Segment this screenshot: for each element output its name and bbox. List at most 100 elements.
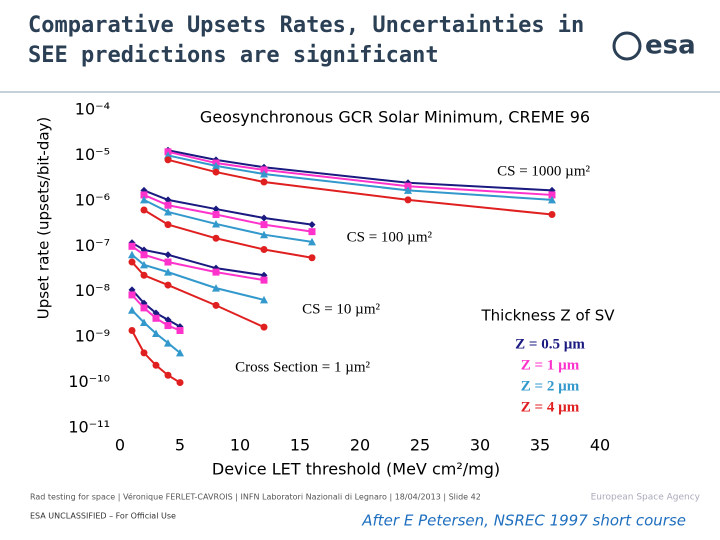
agency: European Space Agency bbox=[591, 493, 701, 503]
marker bbox=[140, 195, 148, 204]
legend-entry: Z = 0.5 µm bbox=[515, 336, 585, 352]
marker bbox=[152, 314, 160, 322]
marker bbox=[212, 168, 220, 176]
marker bbox=[164, 156, 172, 164]
marker bbox=[260, 323, 268, 331]
y-tick-label: 10⁻¹¹ bbox=[68, 418, 110, 437]
marker bbox=[164, 371, 172, 379]
marker bbox=[164, 221, 172, 229]
marker bbox=[212, 234, 220, 242]
marker bbox=[260, 276, 268, 284]
credit: After E Petersen, NSREC 1997 short cours… bbox=[361, 512, 686, 530]
marker bbox=[548, 211, 556, 219]
x-tick-label: 10 bbox=[230, 436, 250, 455]
marker bbox=[260, 230, 268, 239]
legend-entry: Z = 2 µm bbox=[521, 378, 580, 394]
marker bbox=[212, 301, 220, 309]
marker bbox=[260, 221, 268, 229]
marker bbox=[548, 191, 556, 199]
y-axis-label: Upset rate (upsets/bit-day) bbox=[35, 117, 53, 320]
x-tick-label: 30 bbox=[470, 436, 490, 455]
x-tick-label: 20 bbox=[350, 436, 370, 455]
marker bbox=[152, 361, 160, 369]
y-tick-label: 10⁻⁶ bbox=[75, 190, 110, 209]
legend-entry: Z = 1 µm bbox=[521, 357, 580, 373]
marker bbox=[176, 327, 184, 335]
marker bbox=[152, 309, 160, 317]
x-tick-label: 0 bbox=[115, 436, 125, 455]
annotation: CS = 10 µm² bbox=[302, 301, 380, 317]
x-axis-label: Device LET threshold (MeV cm²/mg) bbox=[212, 460, 500, 479]
marker bbox=[140, 318, 148, 327]
x-tick-label: 15 bbox=[290, 436, 310, 455]
marker bbox=[164, 258, 172, 266]
marker bbox=[404, 186, 412, 194]
marker bbox=[140, 206, 148, 214]
marker bbox=[128, 306, 136, 314]
x-tick-label: 35 bbox=[530, 436, 550, 455]
annotation: Cross Section = 1 µm² bbox=[235, 359, 370, 375]
marker bbox=[140, 304, 148, 312]
y-tick-label: 10⁻¹⁰ bbox=[68, 372, 110, 391]
marker bbox=[140, 271, 148, 279]
marker bbox=[212, 211, 220, 219]
marker bbox=[212, 284, 220, 292]
y-tick-label: 10⁻⁷ bbox=[75, 236, 110, 255]
marker bbox=[404, 196, 412, 204]
classification: ESA UNCLASSIFIED – For Official Use bbox=[30, 512, 176, 521]
marker bbox=[164, 339, 172, 347]
legend-entry: Z = 4 µm bbox=[521, 399, 580, 415]
marker bbox=[164, 251, 172, 259]
marker bbox=[140, 349, 148, 357]
logo-ring bbox=[612, 31, 642, 61]
title: SEE predictions are significant bbox=[28, 43, 439, 68]
marker bbox=[212, 205, 220, 213]
marker bbox=[128, 291, 136, 299]
chart-subtitle: Geosynchronous GCR Solar Minimum, CREME … bbox=[200, 108, 590, 127]
marker bbox=[140, 251, 148, 259]
footer: Rad testing for space | Véronique FERLET… bbox=[30, 492, 481, 502]
marker bbox=[548, 195, 556, 204]
marker bbox=[164, 268, 172, 276]
marker bbox=[260, 295, 268, 304]
marker bbox=[260, 178, 268, 186]
marker bbox=[212, 161, 220, 170]
marker bbox=[164, 201, 172, 209]
marker bbox=[128, 250, 136, 259]
logo: esa bbox=[612, 31, 696, 61]
marker bbox=[164, 207, 172, 216]
marker bbox=[164, 281, 172, 289]
y-tick-label: 10⁻⁹ bbox=[75, 327, 110, 346]
marker bbox=[212, 268, 220, 276]
marker bbox=[128, 258, 136, 266]
annotation: CS = 100 µm² bbox=[347, 229, 433, 245]
series-line bbox=[131, 149, 553, 328]
marker bbox=[128, 327, 136, 335]
marker bbox=[164, 196, 172, 204]
annotation: CS = 1000 µm² bbox=[497, 163, 590, 179]
marker bbox=[308, 254, 316, 262]
y-tick-label: 10⁻⁸ bbox=[75, 281, 110, 300]
x-tick-label: 25 bbox=[410, 436, 430, 455]
marker bbox=[176, 348, 184, 357]
marker bbox=[260, 170, 268, 178]
marker bbox=[404, 182, 412, 190]
logo-text: esa bbox=[645, 31, 696, 61]
marker bbox=[176, 379, 184, 387]
marker bbox=[260, 245, 268, 253]
x-tick-label: 40 bbox=[590, 436, 610, 455]
marker bbox=[260, 214, 268, 222]
marker bbox=[308, 228, 316, 236]
marker bbox=[308, 237, 316, 246]
marker bbox=[164, 322, 172, 330]
marker bbox=[164, 316, 172, 324]
title: Comparative Upsets Rates, Uncertainties … bbox=[28, 13, 584, 38]
legend-title: Thickness Z of SV bbox=[481, 307, 616, 325]
marker bbox=[140, 191, 148, 199]
marker bbox=[260, 166, 268, 174]
series-line bbox=[131, 158, 553, 384]
marker bbox=[128, 242, 136, 250]
y-tick-label: 10⁻⁴ bbox=[75, 100, 110, 119]
marker bbox=[152, 329, 160, 338]
